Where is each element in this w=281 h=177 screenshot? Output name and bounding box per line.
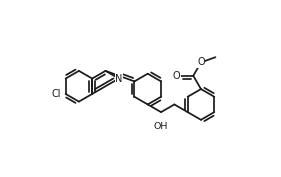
Text: O: O [173,71,180,81]
Text: Cl: Cl [52,89,61,99]
Text: O: O [197,58,205,67]
Text: N: N [115,74,123,84]
Text: OH: OH [154,122,168,131]
